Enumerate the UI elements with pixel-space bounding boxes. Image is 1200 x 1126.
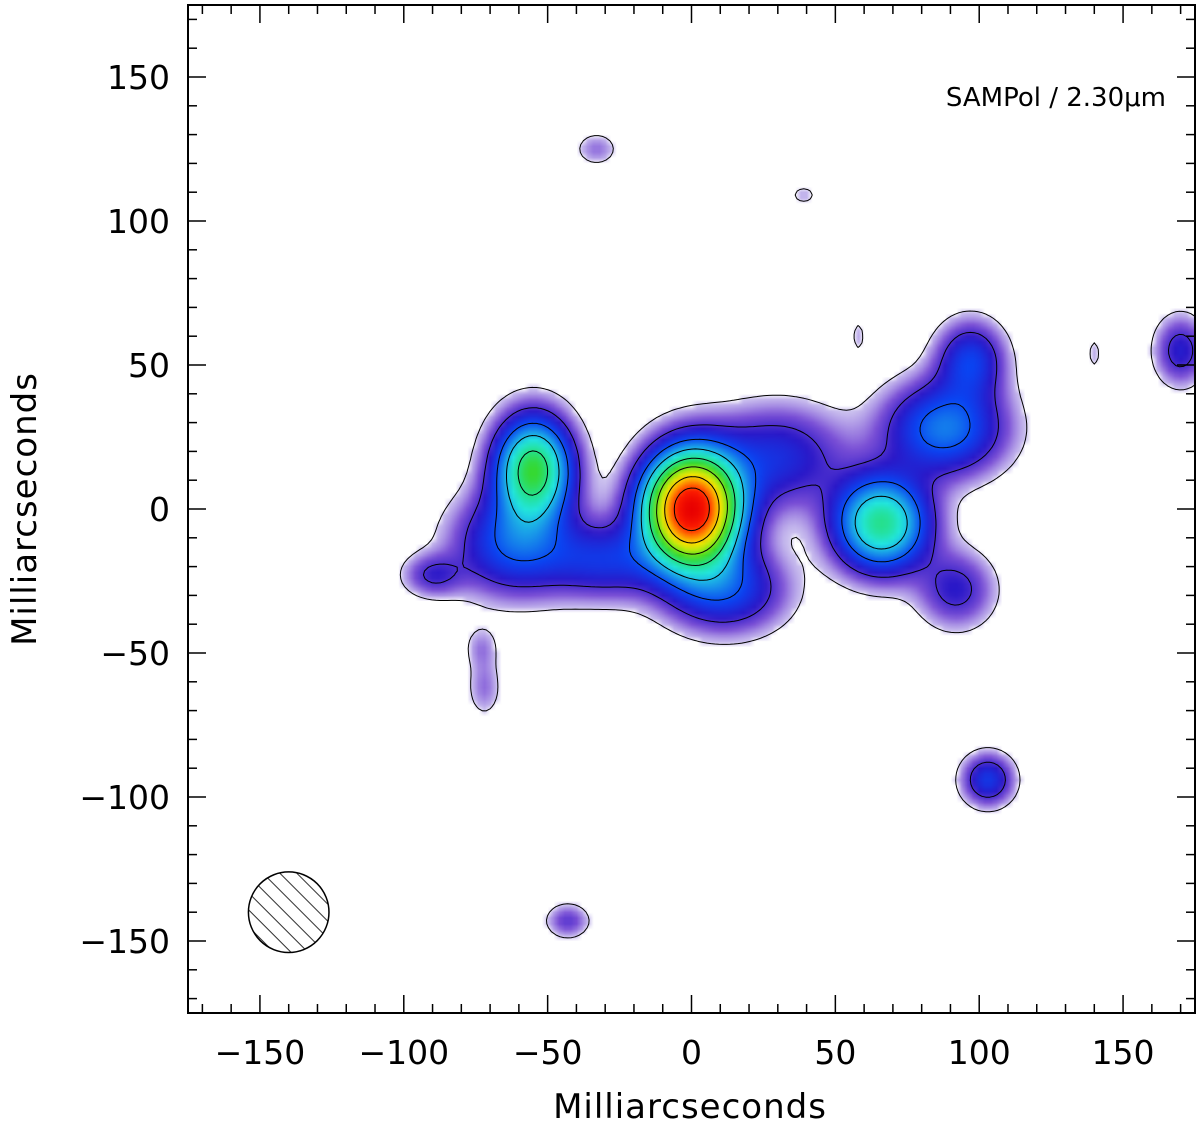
- intensity-map: [188, 5, 1195, 1013]
- x-tick-labels: −150 −100 −50 0 50 100 150: [215, 1033, 1155, 1072]
- beam-circle: [247, 871, 330, 954]
- y-axis-title: Milliarcseconds: [5, 372, 45, 646]
- contour-level-3: [494, 403, 971, 601]
- contour-lines: [399, 135, 1195, 939]
- contour-level-2: [423, 331, 1194, 798]
- y-tick-labels: −150 −100 −50 0 50 100 150: [79, 58, 170, 961]
- x-tick-label: 50: [814, 1033, 856, 1072]
- y-tick-label: −100: [79, 778, 170, 817]
- y-tick-label: −50: [100, 634, 170, 673]
- annotation-label: SAMPol / 2.30μm: [946, 83, 1166, 113]
- contour-level-6: [656, 466, 728, 555]
- y-tick-label: 150: [107, 58, 170, 97]
- contour-level-4: [506, 435, 908, 581]
- x-axis-title: Milliarcseconds: [553, 1087, 827, 1126]
- y-tick-label: 0: [149, 490, 170, 529]
- x-tick-label: 0: [681, 1033, 702, 1072]
- x-tick-label: 100: [948, 1033, 1011, 1072]
- axis-ticks: [188, 5, 1195, 1013]
- contour-level-7: [664, 476, 720, 544]
- y-tick-label: 100: [107, 202, 170, 241]
- y-tick-label: −150: [79, 922, 170, 961]
- contour-level-5: [517, 450, 736, 566]
- contour-level-1: [399, 135, 1195, 939]
- y-tick-label: 50: [128, 346, 170, 385]
- beam-ellipse: [247, 871, 330, 954]
- x-tick-label: 150: [1092, 1033, 1155, 1072]
- x-tick-label: −100: [358, 1033, 449, 1072]
- x-tick-label: −150: [215, 1033, 306, 1072]
- image-layer: [188, 5, 1195, 1013]
- contour-level-8: [673, 487, 710, 532]
- x-tick-label: −50: [513, 1033, 583, 1072]
